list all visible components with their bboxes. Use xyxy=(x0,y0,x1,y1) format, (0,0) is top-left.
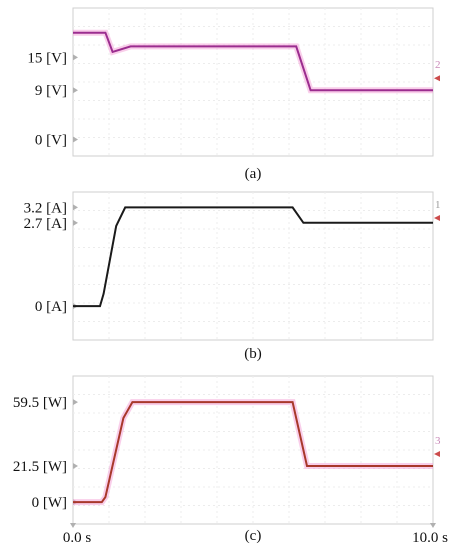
panel-b-channel-arrow xyxy=(434,215,440,221)
panel-a-ytick-label: 0 [V] xyxy=(35,133,67,149)
panel-a-caption: (a) xyxy=(245,166,262,182)
x-axis-start-label: 0.0 s xyxy=(63,530,92,546)
panel-c-ytick-marker xyxy=(73,462,78,469)
panel-c-grid xyxy=(73,376,433,524)
panel-c-caption: (c) xyxy=(245,528,262,544)
panel-a-grid xyxy=(73,8,433,156)
x-axis-end-label: 10.0 s xyxy=(412,530,448,546)
panel-a-channel-marker: 2 xyxy=(435,59,441,71)
panel-b-channel-marker: 1 xyxy=(435,199,441,211)
x-axis-end-markers xyxy=(70,523,436,528)
panel-a-ytick-label: 15 [V] xyxy=(27,50,67,66)
panel-a-ytick-marker xyxy=(73,87,78,94)
panel-a-voltage-trace xyxy=(73,31,433,92)
panel-c-ytick-label: 21.5 [W] xyxy=(13,459,67,475)
panel-b-ytick-label: 0 [A] xyxy=(35,299,67,315)
panel-b-grid xyxy=(73,192,433,340)
panel-c-ytick-marker xyxy=(73,399,78,406)
panel-a-channel-arrow xyxy=(434,75,440,82)
panel-a-ytick-label: 9 [V] xyxy=(35,83,67,99)
panel-b-ytick-marker xyxy=(73,219,78,226)
panel-b-current-trace xyxy=(73,206,433,308)
panel-a-voltage: 15 [V] 9 [V] 0 [V] 2 (a) xyxy=(27,7,441,182)
panel-a-ytick-marker xyxy=(73,136,78,143)
panel-c-ytick-label: 0 [W] xyxy=(32,495,67,511)
panel-c-channel-marker: 3 xyxy=(435,435,441,447)
panel-c-channel-arrow xyxy=(434,450,440,457)
panel-a-yticks: 15 [V] 9 [V] 0 [V] xyxy=(27,50,78,149)
panel-b-caption: (b) xyxy=(244,346,262,362)
panel-c-power-trace xyxy=(73,401,433,504)
panel-c-yticks: 59.5 [W] 21.5 [W] 0 [W] xyxy=(13,395,78,511)
panel-b-yticks: 3.2 [A]2.7 [A] 0 [A] xyxy=(24,200,78,315)
panel-c-power: 59.5 [W] 21.5 [W] 0 [W] 3 (c) xyxy=(13,375,441,544)
panel-b-current: 3.2 [A]2.7 [A] 0 [A] 1 (b) xyxy=(24,191,441,362)
panel-b-ytick-marker xyxy=(73,204,78,211)
panel-b-ytick-label: 3.2 [A] xyxy=(24,200,67,216)
panel-a-ytick-marker xyxy=(73,54,78,61)
panel-b-ytick-label: 2.7 [A] xyxy=(24,216,67,232)
panel-c-ytick-label: 59.5 [W] xyxy=(13,395,67,411)
